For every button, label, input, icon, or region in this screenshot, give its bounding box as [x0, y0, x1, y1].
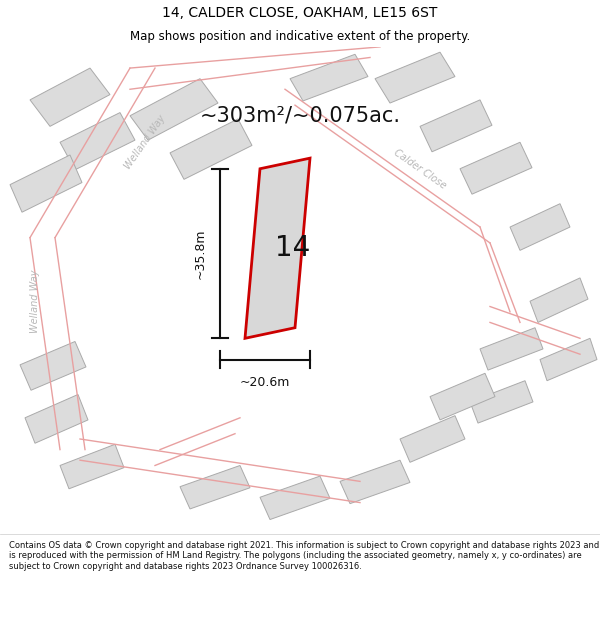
Text: ~303m²/~0.075ac.: ~303m²/~0.075ac. [199, 106, 401, 126]
Polygon shape [10, 155, 82, 212]
Polygon shape [260, 476, 330, 519]
Text: Calder Close: Calder Close [392, 147, 448, 191]
Polygon shape [430, 373, 495, 420]
Text: Welland Way: Welland Way [30, 269, 40, 333]
Polygon shape [460, 142, 532, 194]
Polygon shape [340, 460, 410, 504]
Polygon shape [510, 204, 570, 251]
Polygon shape [290, 54, 368, 101]
Text: Map shows position and indicative extent of the property.: Map shows position and indicative extent… [130, 30, 470, 43]
Polygon shape [540, 338, 597, 381]
Polygon shape [130, 79, 218, 140]
Polygon shape [375, 52, 455, 103]
Polygon shape [245, 158, 310, 338]
Polygon shape [20, 341, 86, 390]
Polygon shape [530, 278, 588, 322]
Text: Welland Way: Welland Way [122, 113, 167, 171]
Polygon shape [60, 112, 135, 170]
Polygon shape [25, 394, 88, 443]
Polygon shape [30, 68, 110, 126]
Polygon shape [480, 328, 543, 370]
Polygon shape [60, 444, 124, 489]
Polygon shape [170, 119, 252, 179]
Text: ~20.6m: ~20.6m [240, 376, 290, 389]
Polygon shape [470, 381, 533, 423]
Text: Contains OS data © Crown copyright and database right 2021. This information is : Contains OS data © Crown copyright and d… [9, 541, 599, 571]
Text: 14: 14 [275, 234, 310, 262]
Polygon shape [420, 100, 492, 152]
Text: ~35.8m: ~35.8m [193, 228, 206, 279]
Text: 14, CALDER CLOSE, OAKHAM, LE15 6ST: 14, CALDER CLOSE, OAKHAM, LE15 6ST [163, 6, 437, 20]
Polygon shape [400, 416, 465, 462]
Polygon shape [180, 466, 250, 509]
